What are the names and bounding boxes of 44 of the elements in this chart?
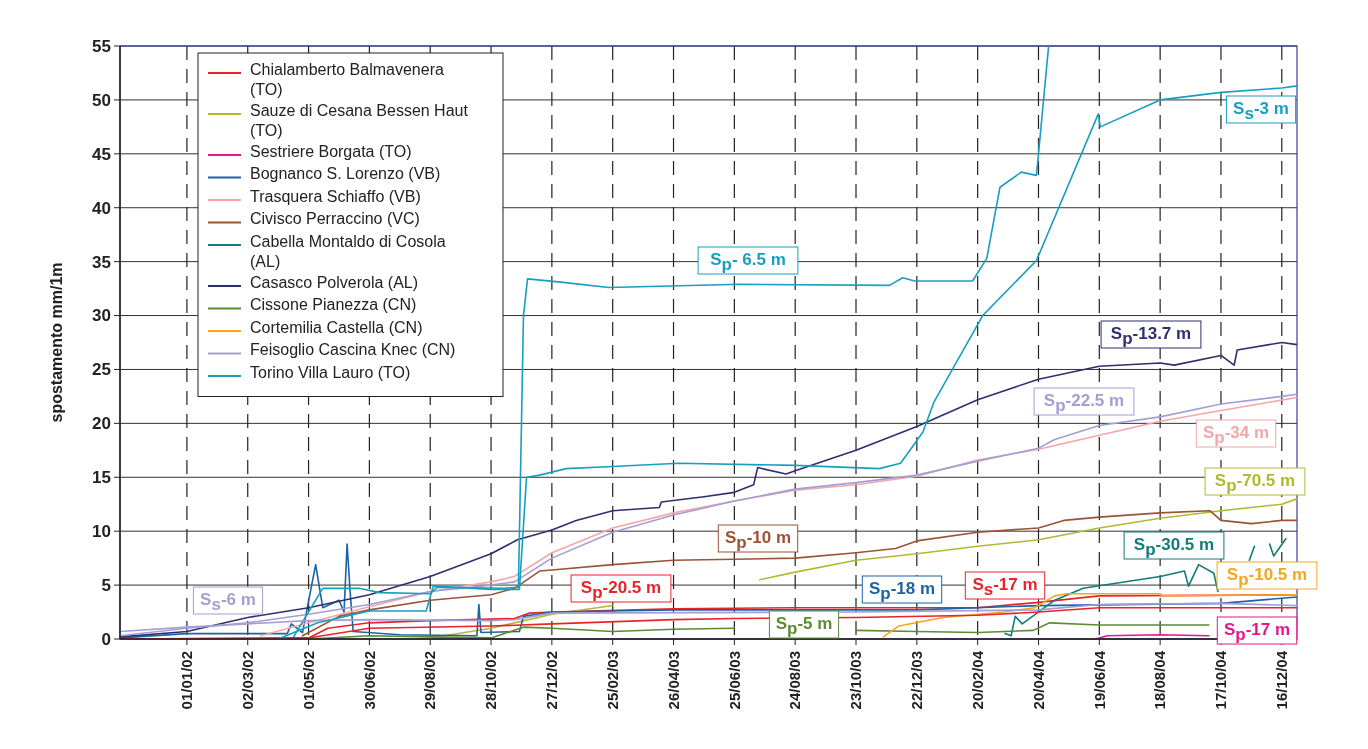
y-tick-label: 20 [92,414,111,434]
y-tick-label: 30 [92,306,111,326]
x-tick-label: 18/08/04 [1151,650,1169,710]
legend-label: Sauze di Cesana Bessen Haut (TO) [250,101,469,140]
x-tick-label: 29/08/02 [421,651,439,710]
x-tick-label: 23/10/03 [847,651,865,710]
x-tick-label: 20/04/04 [1029,650,1047,710]
x-tick-label: 27/12/02 [543,651,561,710]
x-tick-label: 24/08/03 [786,651,804,710]
legend-label: Sestriere Borgata (TO) [250,142,412,160]
y-tick-label: 45 [92,144,111,164]
x-tick-label: 22/12/03 [908,651,926,710]
x-tick-label: 02/03/02 [238,651,256,710]
y-tick-label: 40 [92,198,111,218]
y-tick-label: 15 [92,468,111,488]
x-tick-label: 17/10/04 [1212,650,1230,710]
y-tick-label: 10 [92,522,111,542]
x-tick-label: 01/05/02 [299,651,317,710]
x-tick-label: 26/04/03 [664,651,682,710]
y-tick-label: 5 [101,576,111,596]
x-tick-label: 01/01/02 [178,651,196,710]
legend-label: Feisoglio Cascina Knec (CN) [250,341,456,359]
legend-label: Trasquera Schiaffo (VB) [250,187,421,205]
legend-label: Cortemilia Castella (CN) [250,318,423,336]
y-tick-label: 55 [92,36,111,56]
legend-label: Cissone Pianezza (CN) [250,296,417,314]
y-tick-label: 35 [92,252,111,272]
legend-label: Chialamberto Balmavenera (TO) [250,60,444,99]
y-tick-label: 0 [101,629,111,649]
x-tick-label: 30/06/02 [360,651,378,710]
legend-label: Torino Villa Lauro (TO) [250,363,411,381]
x-tick-label: 19/06/04 [1090,650,1108,710]
x-tick-label: 16/12/04 [1273,650,1291,710]
x-tick-label: 25/06/03 [725,651,743,710]
x-tick-label: 28/10/02 [482,651,500,710]
y-tick-label: 50 [92,90,111,110]
legend-label: Casasco Polverola (AL) [250,273,419,291]
y-axis-title: spostamento mm/1m [48,262,65,423]
legend-label: Civisco Perraccino (VC) [250,210,420,228]
y-tick-label: 25 [92,360,111,380]
legend-label: Cabella Montaldo di Cosola (AL) [250,232,446,271]
legend-label: Bognanco S. Lorenzo (VB) [250,165,441,183]
x-tick-label: 25/02/03 [603,651,621,710]
x-tick-label: 20/02/04 [968,650,986,710]
